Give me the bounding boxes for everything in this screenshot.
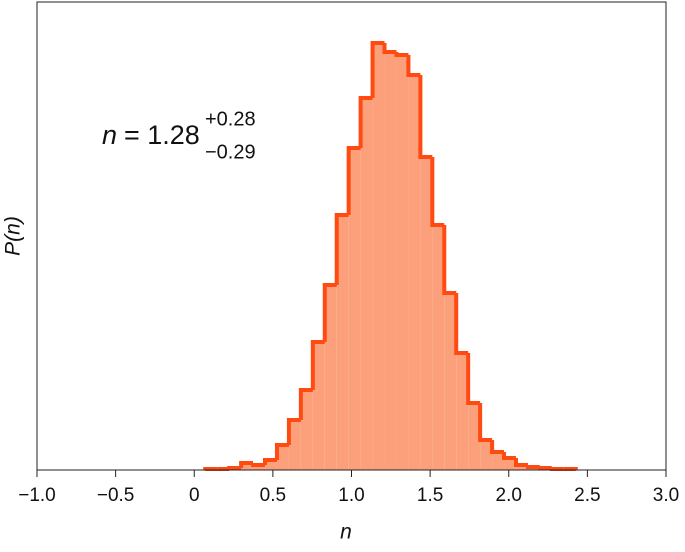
bar	[241, 463, 254, 470]
bar-outline	[251, 463, 266, 467]
bar-outline	[370, 41, 385, 98]
bar-outline	[466, 353, 481, 405]
bar-outline	[263, 458, 277, 465]
x-tick-label: 0	[189, 485, 200, 506]
bar-outline	[322, 283, 337, 342]
bar	[276, 445, 289, 470]
x-tick-label: 2.5	[574, 485, 600, 506]
bar	[515, 465, 528, 470]
bar-outline	[394, 52, 409, 57]
bar-outline	[274, 443, 289, 460]
annotation-symbol: n	[102, 120, 117, 150]
x-tick-label: 3.0	[653, 485, 679, 506]
bar-outline	[502, 452, 516, 460]
bar	[468, 403, 481, 470]
bar-outline	[430, 157, 445, 227]
bar-outline	[478, 403, 493, 442]
bar	[408, 75, 421, 470]
bar-outline	[513, 458, 528, 467]
bar-outline	[286, 418, 301, 445]
annotation-value: = 1.28	[124, 120, 200, 150]
bar	[432, 225, 445, 470]
bar-outline	[525, 465, 540, 469]
x-tick-label: −1.0	[18, 485, 56, 506]
annotation: n = 1.28 +0.28 −0.29	[102, 108, 256, 163]
bar-outline	[358, 96, 373, 148]
bar	[492, 452, 505, 470]
annotation-lower: −0.29	[205, 141, 256, 163]
x-axis-label: n	[340, 521, 352, 544]
bar	[372, 43, 385, 470]
x-tick-label: 2.0	[496, 485, 522, 506]
annotation-upper: +0.28	[205, 108, 256, 130]
bar	[360, 98, 373, 470]
x-tick-label: −0.5	[97, 485, 135, 506]
x-tick-label: 0.5	[260, 485, 286, 506]
bar	[253, 465, 266, 470]
bar	[444, 293, 457, 470]
bar	[420, 157, 433, 470]
bar	[324, 285, 337, 470]
bar-outline	[549, 467, 564, 471]
bar-outline	[382, 43, 397, 54]
bar-outline	[346, 146, 361, 215]
bar	[504, 458, 516, 470]
bar	[456, 353, 469, 470]
bar-outline	[406, 55, 421, 77]
bar	[348, 148, 361, 470]
bar-outline	[454, 293, 469, 355]
bar-outline	[334, 213, 349, 285]
bar	[336, 215, 349, 470]
bar	[396, 55, 409, 470]
bar-outline	[442, 225, 457, 295]
bar-outline	[418, 75, 433, 159]
bar	[312, 342, 325, 470]
bar-outline	[239, 461, 254, 468]
bar	[384, 52, 397, 470]
bar	[300, 390, 313, 470]
bar-outline	[298, 388, 313, 420]
x-tick-label: 1.5	[417, 485, 443, 506]
bar	[288, 420, 301, 470]
bar-outline	[310, 340, 325, 390]
bar	[480, 440, 493, 470]
y-axis-label: P(n)	[2, 216, 25, 256]
bar-outline	[537, 466, 552, 470]
bar-outline	[490, 440, 505, 454]
bar-outline	[227, 466, 242, 470]
bar	[265, 460, 277, 470]
x-tick-label: 1.0	[338, 485, 364, 506]
